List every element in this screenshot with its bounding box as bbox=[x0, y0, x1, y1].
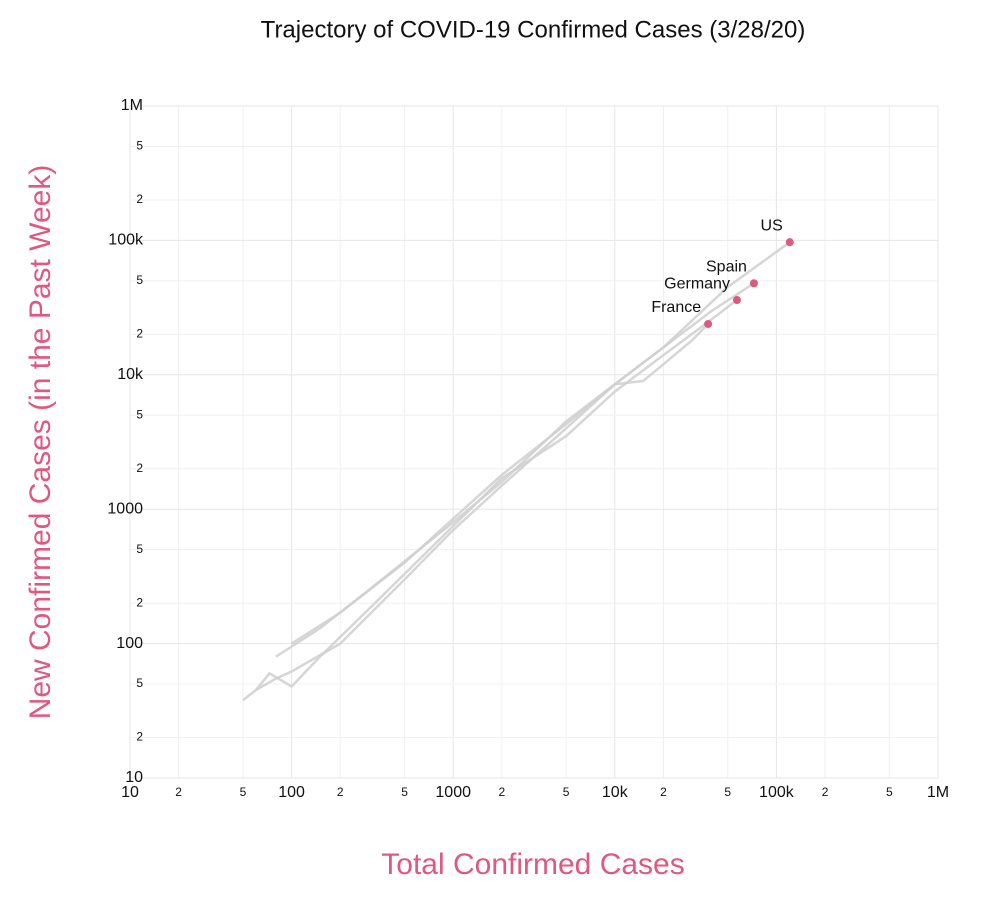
series-label: Germany bbox=[664, 275, 730, 292]
y-tick-label: 5 bbox=[136, 407, 143, 421]
x-tick-label: 2 bbox=[499, 785, 506, 799]
x-tick-label: 2 bbox=[660, 785, 667, 799]
end-point bbox=[704, 319, 713, 328]
series-line bbox=[242, 241, 791, 702]
x-axis-label: Total Confirmed Cases bbox=[381, 848, 684, 881]
x-tick-label: 5 bbox=[886, 785, 893, 799]
y-axis-label: New Confirmed Cases (in the Past Week) bbox=[24, 165, 57, 720]
end-point bbox=[785, 238, 794, 247]
y-tick-label: 5 bbox=[136, 676, 143, 690]
chart-title: Trajectory of COVID-19 Confirmed Cases (… bbox=[261, 16, 806, 43]
y-tick-label: 2 bbox=[136, 730, 143, 744]
series-label: France bbox=[651, 299, 701, 316]
y-tick-label: 100k bbox=[108, 232, 144, 249]
x-tick-label: 100k bbox=[759, 784, 795, 801]
y-tick-label: 5 bbox=[136, 542, 143, 556]
x-tick-label: 5 bbox=[724, 785, 731, 799]
y-tick-label: 1M bbox=[121, 97, 143, 114]
y-tick-label: 2 bbox=[136, 595, 143, 609]
series-line bbox=[254, 299, 738, 692]
x-tick-label: 5 bbox=[563, 785, 570, 799]
end-point bbox=[732, 296, 741, 305]
y-tick-label: 2 bbox=[136, 327, 143, 341]
end-point bbox=[749, 279, 758, 288]
series-line bbox=[290, 323, 710, 645]
x-tick-label: 1000 bbox=[435, 784, 471, 801]
x-tick-label: 5 bbox=[240, 785, 247, 799]
y-tick-label: 2 bbox=[136, 192, 143, 206]
grid bbox=[129, 105, 939, 779]
x-tick-label: 2 bbox=[822, 785, 829, 799]
y-tick-label: 5 bbox=[136, 273, 143, 287]
x-tick-label: 1M bbox=[927, 784, 949, 801]
x-tick-label: 2 bbox=[175, 785, 182, 799]
y-tick-label: 1000 bbox=[107, 500, 143, 517]
y-tick-label: 100 bbox=[116, 635, 143, 652]
series-label: US bbox=[761, 217, 783, 234]
x-tick-label: 2 bbox=[337, 785, 344, 799]
y-tick-label: 10 bbox=[125, 769, 143, 786]
y-tick-label: 2 bbox=[136, 461, 143, 475]
x-tick-label: 10k bbox=[602, 784, 629, 801]
series-label: Spain bbox=[706, 258, 747, 275]
y-tick-label: 5 bbox=[136, 139, 143, 153]
y-tick-label: 10k bbox=[117, 366, 144, 383]
x-tick-label: 10 bbox=[121, 784, 139, 801]
x-tick-label: 100 bbox=[278, 784, 305, 801]
x-tick-label: 5 bbox=[401, 785, 408, 799]
